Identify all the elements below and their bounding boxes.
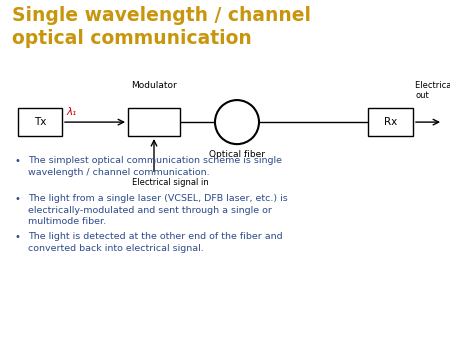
Text: Tx: Tx [34,117,46,127]
Text: Optical fiber: Optical fiber [209,150,265,159]
Text: Electrical signal
out: Electrical signal out [415,81,450,100]
Text: Single wavelength / channel
optical communication: Single wavelength / channel optical comm… [12,6,311,48]
Text: •: • [14,194,20,204]
Text: The light is detected at the other end of the fiber and
converted back into elec: The light is detected at the other end o… [28,232,283,252]
Bar [368,108,413,136]
Text: UNIVERSITY OF CALIFORNIA: UNIVERSITY OF CALIFORNIA [7,330,67,334]
Text: Rx: Rx [384,117,397,127]
Text: The light from a single laser (VCSEL, DFB laser, etc.) is
electrically-modulated: The light from a single laser (VCSEL, DF… [28,194,288,226]
Text: Electrical signal in: Electrical signal in [132,178,209,187]
Bar [18,108,62,136]
Text: •: • [14,156,20,166]
Text: λ₁: λ₁ [66,107,76,117]
Text: 1: 1 [429,318,436,328]
Text: Berkeley: Berkeley [7,313,72,326]
Text: Modulator: Modulator [131,81,177,90]
Bar [128,108,180,136]
Circle shape [215,100,259,144]
Text: EE232 Discussion 3/16/17: EE232 Discussion 3/16/17 [158,318,292,328]
Text: •: • [14,232,20,242]
Text: The simplest optical communication scheme is single
wavelength / channel communi: The simplest optical communication schem… [28,156,282,176]
